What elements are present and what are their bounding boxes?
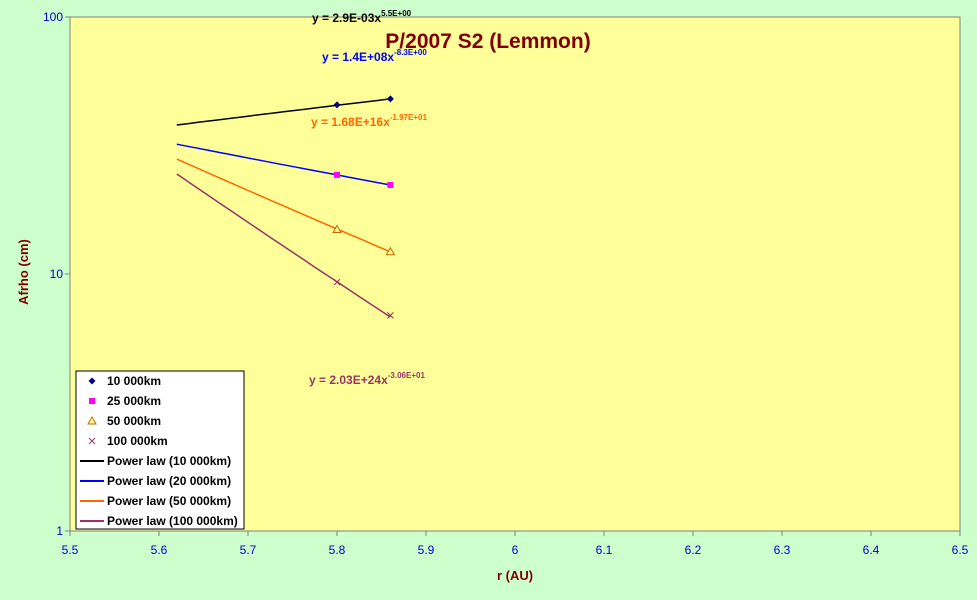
legend-box <box>75 370 245 530</box>
fit-equations: y = 2.9E-03x5.5E+00 y = 1.4E+08x-8.3E+00 y… <box>309 9 427 387</box>
data-point <box>333 101 341 109</box>
data-point-stroke <box>387 312 394 319</box>
data-point <box>387 312 394 319</box>
x-tick-label: 6.4 <box>863 543 880 557</box>
fit-equation: y = 2.03E+24x-3.06E+01 <box>309 371 425 387</box>
x-tick-label: 6.5 <box>952 543 969 557</box>
data-point <box>89 398 95 404</box>
data-point <box>385 246 396 256</box>
data-markers <box>332 95 396 319</box>
x-tick-label: 6.2 <box>685 543 702 557</box>
y-tick-label: 100 <box>43 10 63 24</box>
data-point <box>87 415 97 425</box>
y-axis-title: Afrho (cm) <box>16 239 31 305</box>
legend-label: Power law (20 000km) <box>107 474 231 488</box>
data-point <box>88 377 96 385</box>
y-tick-label: 1 <box>56 524 63 538</box>
data-point-stroke <box>333 278 341 286</box>
legend-label: 25 000km <box>107 394 161 408</box>
data-point <box>334 171 340 178</box>
fit-line <box>176 98 391 126</box>
x-tick-label: 6.3 <box>774 543 791 557</box>
legend-label: 10 000km <box>107 374 161 388</box>
legend-label: 50 000km <box>107 414 161 428</box>
data-point-stroke <box>88 437 96 445</box>
x-tick-label: 5.8 <box>329 543 346 557</box>
data-point <box>387 181 394 188</box>
legend-label: Power law (10 000km) <box>107 454 231 468</box>
x-tick-label: 5.5 <box>62 543 79 557</box>
fit-lines <box>176 98 391 318</box>
x-tick-label: 5.7 <box>240 543 257 557</box>
y-tick-label: 10 <box>50 267 64 281</box>
x-tick-label: 6.1 <box>596 543 613 557</box>
legend: 10 000km 25 000km 50 000km 100 000km Power l… <box>75 370 245 530</box>
data-point <box>332 224 342 233</box>
fit-equation: y = 1.4E+08x-8.3E+00 <box>322 48 427 64</box>
chart-title: P/2007 S2 (Lemmon) <box>385 30 590 53</box>
fit-line <box>176 173 391 318</box>
fit-equation: y = 1.68E+16x-1.97E+01 <box>311 113 427 129</box>
x-tick-label: 5.6 <box>151 543 168 557</box>
fit-line <box>176 158 391 253</box>
legend-label: 100 000km <box>107 434 168 448</box>
x-tick-label: 5.9 <box>418 543 435 557</box>
legend-label: Power law (50 000km) <box>107 494 231 508</box>
fit-equation: y = 2.9E-03x5.5E+00 <box>312 9 412 25</box>
data-point <box>88 437 96 445</box>
axes: 5.5 5.6 5.7 5.8 5.9 6 6.1 6.2 6.3 6.4 6.5 1 10 100 <box>43 10 969 557</box>
legend-label: Power law (100 000km) <box>107 514 238 528</box>
fit-line <box>176 143 391 186</box>
data-point <box>333 278 341 286</box>
x-tick-label: 6 <box>512 543 519 557</box>
data-point <box>386 95 394 103</box>
x-axis-title: r (AU) <box>497 568 533 583</box>
